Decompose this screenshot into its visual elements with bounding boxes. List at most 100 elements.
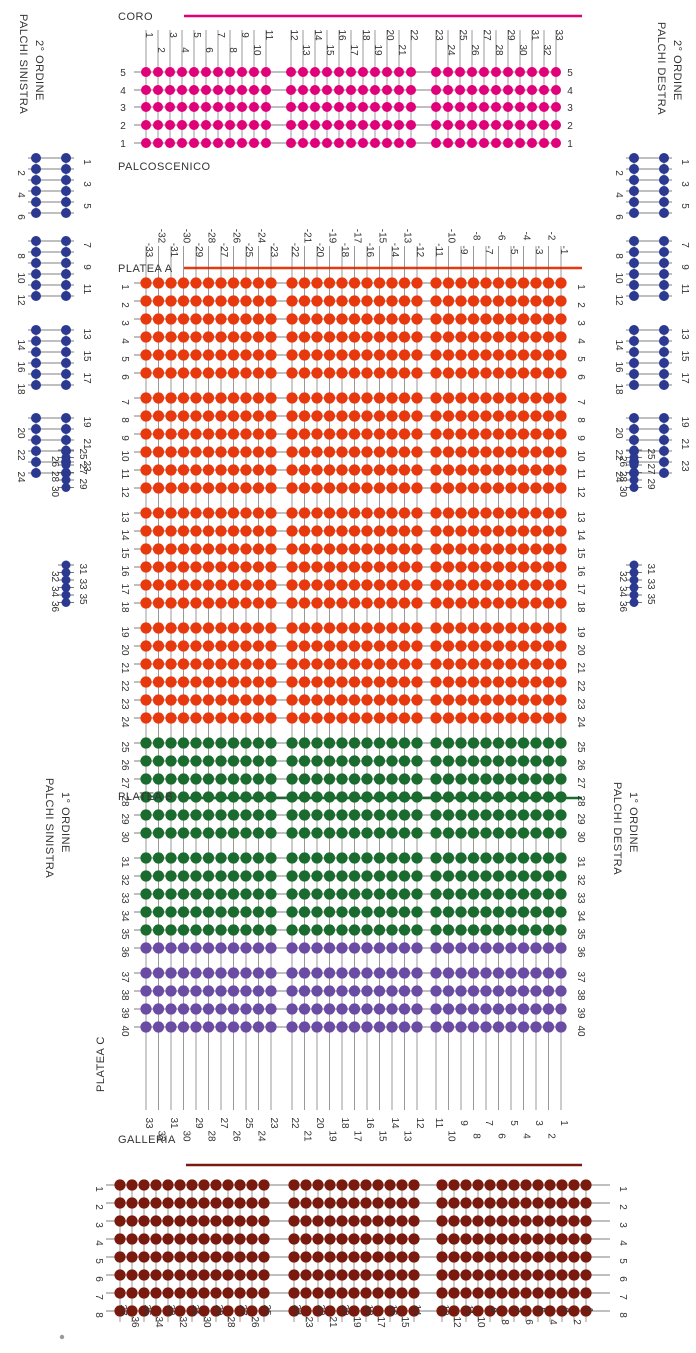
platea-seat [373, 543, 386, 555]
coro-seat [394, 67, 404, 77]
platea-seat [298, 561, 311, 573]
platea-seat [286, 773, 298, 785]
platea-seat [373, 277, 386, 289]
platea-seat [215, 410, 227, 422]
platea-seat [398, 791, 411, 803]
platea-seat [517, 446, 530, 458]
platea-row-label-right: 28 [575, 795, 586, 807]
platea-row-label-right: 21 [575, 662, 586, 674]
platea-seat [165, 525, 177, 537]
platea-row-label-left: 29 [119, 813, 130, 825]
platea-seat [467, 852, 480, 864]
platea-seat [411, 367, 423, 379]
coro-seat [358, 102, 368, 112]
coro-seat-number: 6 [203, 47, 214, 53]
palchi-second-left-seat [61, 336, 71, 346]
platea-seat [140, 622, 152, 634]
platea-row-label-right: 36 [575, 946, 586, 958]
platea-seat [442, 507, 455, 519]
platea-seat [177, 791, 190, 803]
palchi-second-left-seat [31, 247, 41, 257]
galleria-seat [408, 1287, 420, 1299]
platea-seat [240, 525, 252, 537]
palchi-first-right-number: 33 [645, 578, 656, 590]
platea-seat [152, 561, 165, 573]
platea-seat [202, 277, 215, 289]
platea-seat [265, 791, 277, 803]
platea-row-label-right: 4 [575, 338, 586, 344]
coro-seat-number: 19 [372, 44, 383, 56]
galleria-seat [568, 1287, 580, 1299]
platea-seat [227, 313, 240, 325]
platea-seat [386, 640, 398, 652]
galleria-row-label-left: 4 [93, 1240, 104, 1246]
coro-seat [467, 67, 477, 77]
galleria-seat [460, 1251, 472, 1263]
platea-seat [177, 809, 190, 821]
galleria-seat [508, 1251, 520, 1263]
platea-seat [165, 737, 177, 749]
palchi-second-left-number-even: 16 [15, 361, 26, 373]
platea-seat [542, 622, 555, 634]
platea-row-label-left: 26 [119, 759, 130, 771]
galleria-seat [348, 1287, 360, 1299]
galleria-seat [396, 1287, 408, 1299]
platea-seat [140, 597, 152, 609]
coro-seat [310, 67, 320, 77]
platea-seat-number-bottom: 1 [558, 1120, 569, 1126]
palchi-second-right-number-odd: 15 [679, 350, 690, 362]
galleria-seat [288, 1251, 300, 1263]
platea-seat [542, 870, 555, 882]
galleria-seat [300, 1269, 312, 1281]
platea-seat [530, 579, 542, 591]
galleria-seat [312, 1251, 324, 1263]
coro-seat [431, 138, 441, 148]
platea-seat [455, 295, 467, 307]
palchi-second-left-seat [61, 197, 71, 207]
platea-seat [430, 658, 442, 670]
galleria-seat [532, 1269, 544, 1281]
platea-seat [336, 543, 348, 555]
palchi-second-left-seat [61, 435, 71, 445]
palchi-first-left-seat [61, 568, 71, 577]
platea-seat [442, 870, 455, 882]
palchi-first-right-number: 36 [617, 601, 628, 613]
coro-row-label-right: 1 [567, 139, 573, 150]
platea-seat [505, 773, 517, 785]
galleria-seat [448, 1197, 460, 1209]
palchi-second-left-number-odd: 13 [81, 328, 92, 340]
platea-seat [323, 525, 336, 537]
palchi-second-left-number-odd: 9 [81, 264, 92, 270]
platea-seat [152, 597, 165, 609]
platea-seat [542, 827, 555, 839]
palchi-second-left-seat [31, 269, 41, 279]
platea-seat [442, 428, 455, 440]
platea-seat [386, 773, 398, 785]
platea-row-label-left: 13 [119, 511, 130, 523]
coro-seat [177, 120, 187, 130]
coro-seat [141, 138, 151, 148]
galleria-seat [186, 1197, 198, 1209]
galleria-row-label-right: 4 [617, 1240, 628, 1246]
platea-seat [165, 924, 177, 936]
platea-seat [373, 773, 386, 785]
platea-seat [492, 446, 505, 458]
galleria-seat-number: 34 [153, 1316, 164, 1328]
platea-seat [455, 543, 467, 555]
galleria-seat [580, 1233, 592, 1245]
platea-seat [530, 428, 542, 440]
platea-seat [152, 428, 165, 440]
galleria-seat [114, 1305, 126, 1317]
galleria-seat [580, 1269, 592, 1281]
galleria-seat-number: 20 [339, 1304, 350, 1316]
platea-seat [505, 295, 517, 307]
platea-seat [492, 888, 505, 900]
platea-seat [311, 482, 323, 494]
platea-row-label-right: 19 [575, 626, 586, 638]
platea-seat [177, 676, 190, 688]
platea-seat [398, 852, 411, 864]
coro-seat [370, 67, 380, 77]
platea-seat [252, 597, 265, 609]
platea-seat [311, 809, 323, 821]
galleria-seat [508, 1305, 520, 1317]
